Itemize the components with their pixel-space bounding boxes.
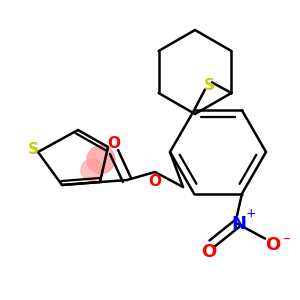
Text: +: + (246, 207, 256, 220)
Text: N: N (232, 214, 247, 232)
Text: O: O (266, 236, 280, 253)
Text: ⁻: ⁻ (283, 235, 291, 250)
Text: O: O (201, 243, 217, 261)
Text: O: O (148, 175, 161, 190)
Text: O: O (107, 136, 121, 152)
Circle shape (81, 159, 103, 181)
Text: S: S (28, 142, 38, 158)
Circle shape (87, 146, 115, 173)
Text: S: S (203, 78, 214, 93)
